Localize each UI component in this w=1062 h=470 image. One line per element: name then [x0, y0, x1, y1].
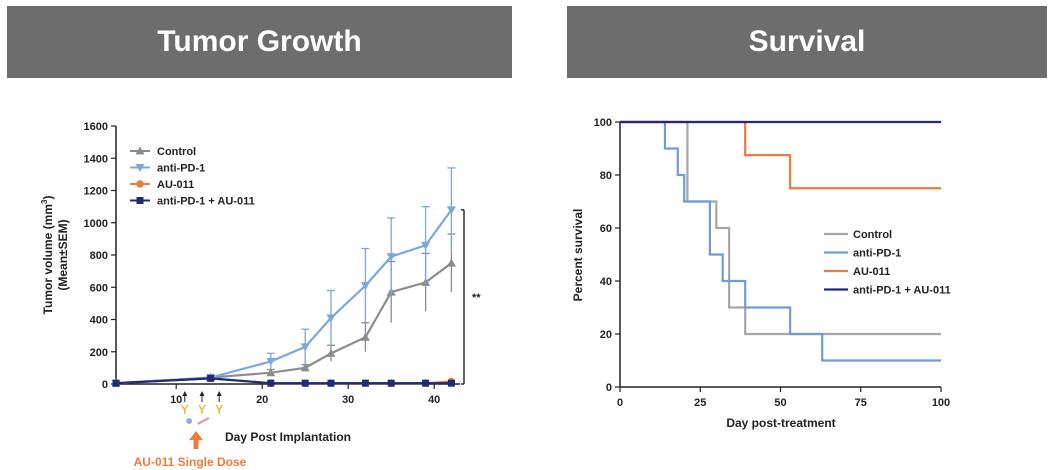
tg-point-control	[266, 368, 276, 377]
tg-legend-marker	[135, 146, 145, 155]
tumor-growth-title: Tumor Growth	[157, 25, 362, 58]
tg-y-tick-label: 800	[90, 250, 108, 262]
tg-y-tick-label: 1200	[84, 186, 108, 198]
tg-dose-arrowhead	[199, 391, 205, 396]
sv-y-tick-label: 80	[600, 170, 612, 182]
sv-y-axis-label: Percent survival	[571, 209, 585, 302]
tg-y-tick-label: 0	[102, 379, 108, 391]
tg-x-tick-label: 30	[342, 394, 354, 406]
tg-point-anti-pd-1-au-011	[361, 379, 369, 387]
tg-dose-arrowhead	[216, 391, 222, 396]
tg-y-tick-label: 1400	[84, 153, 108, 165]
tg-point-anti-pd-1-au-011	[112, 379, 120, 387]
tg-point-control	[300, 363, 310, 372]
tg-y-axis-label: Tumor volume (mm3)	[40, 196, 55, 315]
tg-point-anti-pd-1-au-011	[387, 379, 395, 387]
tg-dose-vial-icon	[181, 404, 189, 414]
tg-y-tick-label: 600	[90, 282, 108, 294]
sv-legend-label: anti-PD-1 + AU-011	[853, 285, 951, 297]
tg-legend-label: AU-011	[157, 179, 194, 191]
tg-dose-syringe-icon	[197, 417, 210, 425]
tg-dose-arrowhead	[182, 391, 188, 396]
sv-y-tick-label: 0	[606, 382, 612, 394]
sv-x-tick-label: 0	[617, 397, 623, 409]
tg-y-tick-label: 1600	[84, 121, 108, 133]
tg-legend-label: anti-PD-1 + AU-011	[157, 196, 255, 208]
tumor-growth-banner: Tumor Growth	[7, 6, 512, 78]
tg-legend-label: anti-PD-1	[157, 163, 205, 175]
survival-title: Survival	[748, 25, 866, 58]
tg-point-anti-pd-1	[421, 241, 431, 250]
sv-x-tick-label: 75	[855, 397, 867, 409]
tg-point-anti-pd-1-au-011	[327, 379, 335, 387]
survival-banner: Survival	[567, 6, 1047, 78]
tg-dose-vial-icon	[198, 404, 206, 414]
tg-y-tick-label: 200	[90, 347, 108, 359]
tg-point-anti-pd-1-au-011	[447, 379, 455, 387]
tg-point-anti-pd-1	[360, 282, 370, 291]
sv-curve-au-011	[620, 120, 941, 190]
sv-x-tick-label: 25	[694, 397, 706, 409]
tg-significance-label: **	[472, 292, 481, 304]
sv-y-tick-label: 20	[600, 329, 612, 341]
tg-single-dose-label: AU-011 Single Dose	[134, 455, 247, 469]
tg-line-control	[115, 262, 453, 385]
tg-y-axis-label-line2: (Mean±SEM)	[56, 219, 70, 290]
sv-x-axis-label: Day post-treatment	[726, 416, 835, 430]
tg-point-anti-pd-1-au-011	[422, 379, 430, 387]
sv-y-tick-label: 100	[594, 117, 612, 129]
tg-point-anti-pd-1	[300, 343, 310, 352]
tg-point-anti-pd-1	[326, 314, 336, 323]
sv-y-tick-label: 60	[600, 223, 612, 235]
tg-line-anti-pd-1	[115, 209, 453, 385]
sv-legend-label: anti-PD-1	[853, 248, 901, 260]
tg-legend-marker	[135, 164, 145, 172]
tg-x-tick-label: 40	[428, 394, 440, 406]
tg-legend-label: Control	[157, 146, 196, 158]
tg-point-anti-pd-1-au-011	[207, 374, 215, 382]
tg-y-tick-label: 1000	[84, 218, 108, 230]
tg-point-control	[326, 348, 336, 357]
tg-single-dose-arrow-icon	[189, 431, 203, 449]
tg-point-anti-pd-1-au-011	[301, 379, 309, 387]
sv-x-tick-label: 100	[932, 397, 950, 409]
sv-legend-label: AU-011	[853, 266, 890, 278]
tg-point-control	[360, 332, 370, 341]
sv-curve-anti-pd-1	[620, 120, 941, 362]
sv-curve-control	[620, 120, 941, 336]
tg-y-tick-label: 400	[90, 315, 108, 327]
tg-point-control	[446, 258, 456, 267]
tg-point-anti-pd-1	[266, 357, 276, 366]
tg-dose-dot-icon	[186, 418, 193, 424]
tg-point-anti-pd-1-au-011	[267, 379, 275, 387]
tg-dose-vial-icon	[215, 404, 223, 414]
tg-x-axis-label: Day Post Implantation	[225, 430, 351, 444]
tg-legend-marker	[136, 197, 144, 204]
tg-x-tick-label: 20	[256, 394, 268, 406]
tg-point-anti-pd-1	[386, 253, 396, 262]
tg-x-tick-label: 10	[170, 394, 182, 406]
sv-y-tick-label: 40	[600, 276, 612, 288]
sv-x-tick-label: 50	[774, 397, 786, 409]
tg-legend-marker	[136, 180, 144, 188]
sv-legend-label: Control	[853, 229, 892, 241]
tg-point-anti-pd-1	[446, 206, 456, 215]
tg-line-anti-pd-1-au-011	[115, 377, 452, 385]
